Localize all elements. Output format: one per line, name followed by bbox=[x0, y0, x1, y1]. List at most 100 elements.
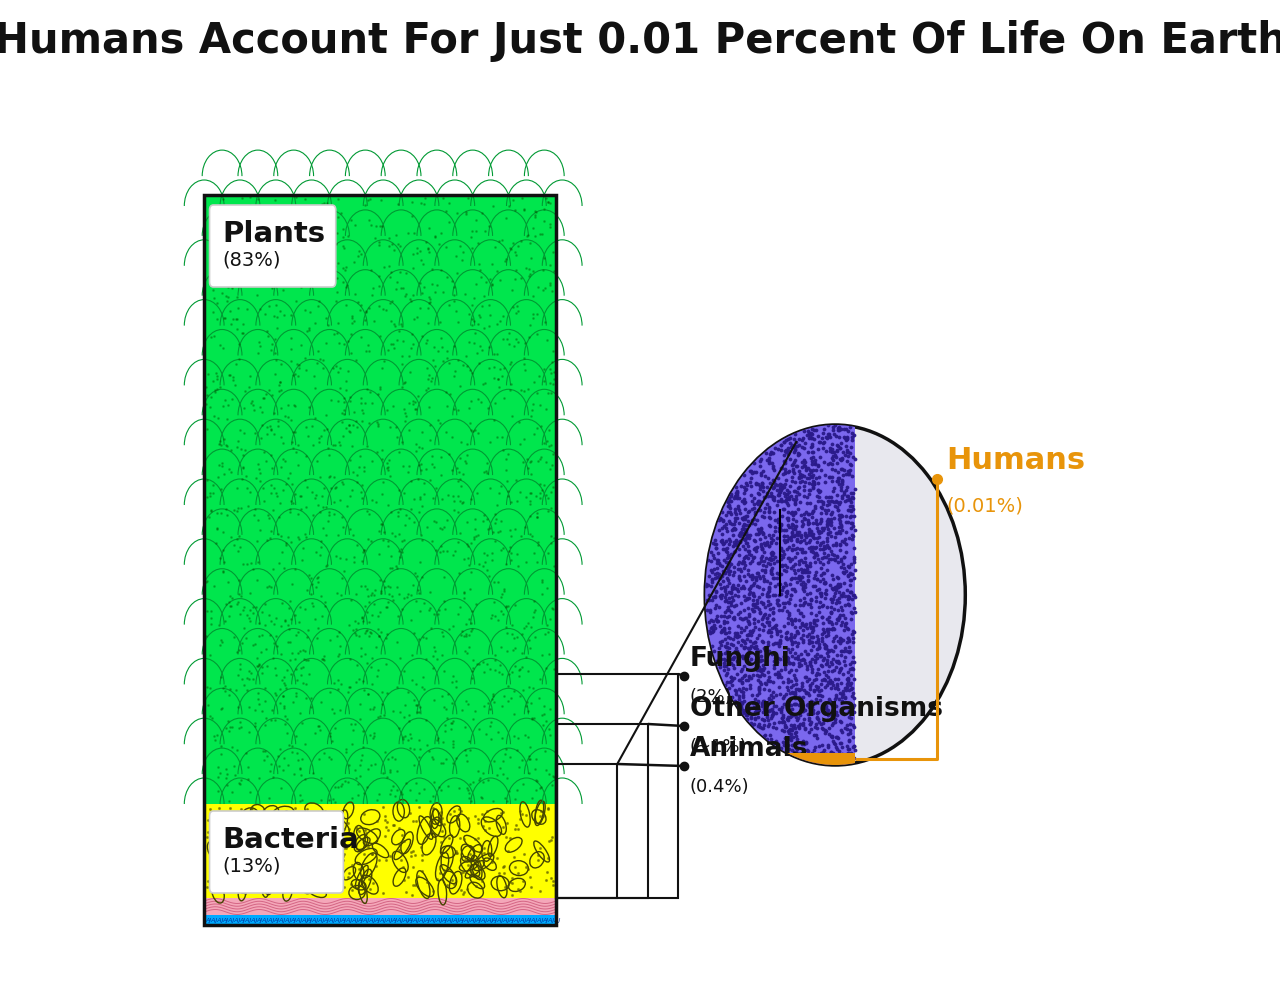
Point bbox=[795, 576, 815, 592]
Point bbox=[786, 513, 806, 529]
Point bbox=[376, 819, 397, 834]
Point bbox=[701, 592, 722, 608]
Point bbox=[716, 516, 736, 532]
Point bbox=[716, 533, 736, 549]
Point bbox=[772, 558, 792, 573]
Point bbox=[411, 456, 431, 472]
Point bbox=[328, 393, 348, 409]
Point bbox=[265, 661, 285, 677]
Point bbox=[361, 492, 381, 508]
Point bbox=[454, 286, 475, 301]
Point bbox=[489, 379, 509, 395]
Point bbox=[457, 435, 477, 451]
Point bbox=[453, 357, 474, 372]
Point bbox=[334, 879, 355, 894]
Point bbox=[410, 457, 430, 473]
Point bbox=[237, 557, 257, 572]
Point bbox=[445, 248, 466, 264]
Point bbox=[716, 639, 736, 655]
Point bbox=[344, 716, 365, 732]
Point bbox=[538, 385, 558, 401]
Point bbox=[330, 587, 351, 603]
Point bbox=[495, 253, 516, 269]
Point bbox=[827, 654, 847, 670]
Point bbox=[817, 678, 837, 693]
Point bbox=[490, 513, 511, 529]
Point bbox=[818, 510, 838, 526]
Point bbox=[444, 493, 465, 509]
Point bbox=[703, 548, 723, 563]
Point bbox=[384, 818, 404, 833]
Point bbox=[330, 380, 351, 396]
Point bbox=[324, 506, 344, 522]
Point bbox=[526, 204, 547, 220]
Point bbox=[385, 419, 406, 434]
Point bbox=[196, 574, 216, 590]
Point bbox=[230, 719, 251, 735]
Point bbox=[474, 375, 494, 391]
Point bbox=[388, 609, 408, 624]
Point bbox=[520, 266, 540, 282]
Point bbox=[823, 552, 844, 567]
Point bbox=[250, 657, 270, 673]
Point bbox=[358, 628, 379, 644]
Point bbox=[530, 398, 550, 414]
Point bbox=[311, 196, 332, 212]
Point bbox=[842, 431, 863, 447]
Point bbox=[778, 497, 799, 513]
Point bbox=[805, 470, 826, 486]
Point bbox=[836, 682, 856, 697]
Point bbox=[467, 812, 488, 827]
Point bbox=[788, 470, 809, 486]
Point bbox=[749, 674, 769, 689]
Point bbox=[411, 252, 431, 268]
Point bbox=[451, 829, 471, 845]
Point bbox=[325, 549, 346, 564]
Point bbox=[774, 717, 795, 733]
Point bbox=[284, 266, 305, 282]
Point bbox=[722, 677, 742, 692]
Point bbox=[788, 445, 809, 461]
Point bbox=[827, 653, 847, 669]
Point bbox=[479, 296, 499, 312]
Point bbox=[728, 499, 749, 515]
Point bbox=[447, 534, 467, 550]
Point bbox=[526, 306, 547, 322]
Point bbox=[393, 333, 413, 349]
Point bbox=[317, 212, 338, 228]
Point bbox=[801, 527, 822, 543]
Point bbox=[840, 445, 860, 461]
Point bbox=[264, 634, 284, 650]
Point bbox=[736, 528, 756, 544]
Point bbox=[227, 643, 247, 659]
Point bbox=[762, 455, 782, 471]
Point bbox=[420, 292, 440, 307]
Point bbox=[800, 655, 820, 671]
Point bbox=[438, 487, 458, 502]
Point bbox=[398, 733, 419, 749]
Point bbox=[750, 521, 771, 537]
Point bbox=[824, 547, 845, 562]
Point bbox=[713, 662, 733, 678]
Point bbox=[521, 486, 541, 501]
FancyBboxPatch shape bbox=[210, 811, 343, 893]
Point bbox=[448, 474, 468, 490]
Point bbox=[796, 669, 817, 685]
Point bbox=[326, 325, 347, 341]
Point bbox=[451, 627, 471, 643]
Point bbox=[760, 575, 781, 591]
Point bbox=[198, 696, 219, 712]
Point bbox=[352, 747, 372, 762]
Point bbox=[220, 598, 241, 614]
Point bbox=[468, 772, 489, 788]
Point bbox=[261, 872, 282, 887]
Point bbox=[797, 742, 818, 757]
Point bbox=[238, 699, 259, 715]
Point bbox=[315, 806, 335, 821]
Point bbox=[805, 750, 826, 765]
Point bbox=[239, 189, 260, 205]
Point bbox=[728, 555, 749, 570]
Point bbox=[783, 484, 804, 499]
Point bbox=[837, 444, 858, 460]
Point bbox=[799, 426, 819, 441]
